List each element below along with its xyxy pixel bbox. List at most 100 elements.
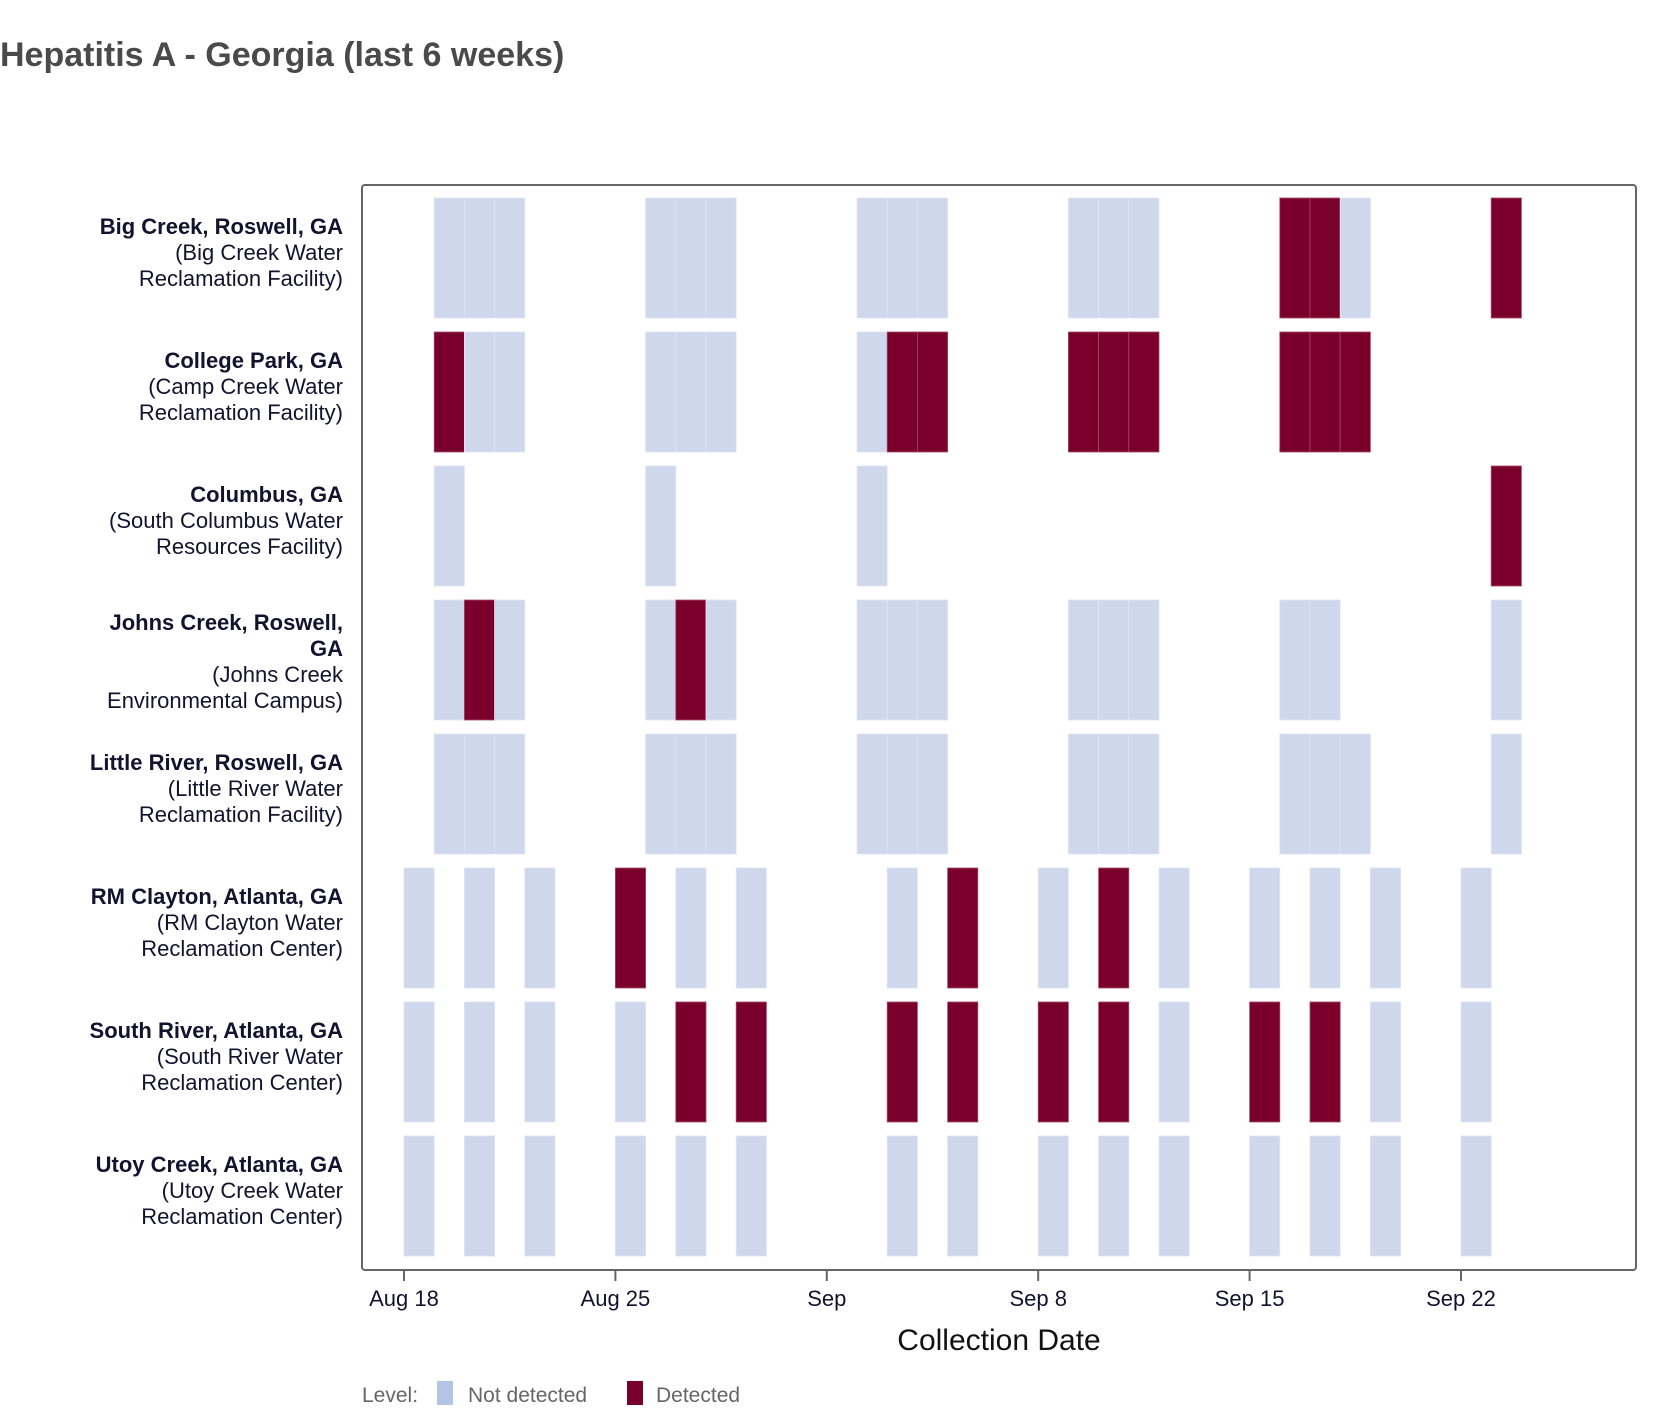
heatmap-cell: Johns Creek, Roswell, GA — Sep 11: Not d… bbox=[1128, 599, 1160, 721]
heatmap-cell: Big Creek, Roswell, GA — Sep 9: Not dete… bbox=[1068, 197, 1100, 319]
row-label-site: South River, Atlanta, GA bbox=[90, 1018, 344, 1043]
legend-title: Level: bbox=[362, 1384, 418, 1407]
heatmap-cell: College Park, GA — Sep 3: Detected bbox=[886, 331, 918, 453]
heatmap-cell: College Park, GA — Sep 16: Detected bbox=[1279, 331, 1311, 453]
heatmap-cell: Johns Creek, Roswell, GA — Sep 3: Not de… bbox=[886, 599, 918, 721]
row-label-facility: Reclamation Facility) bbox=[139, 400, 343, 425]
heatmap-cell: College Park, GA — Sep 2: Not detected bbox=[856, 331, 888, 453]
heatmap-cell: Utoy Creek, Atlanta, GA — Aug 18: Not de… bbox=[403, 1135, 435, 1257]
heatmap-cell: South River, Atlanta, GA — Aug 25: Not d… bbox=[615, 1001, 647, 1123]
heatmap-cell: South River, Atlanta, GA — Sep 19: Not d… bbox=[1370, 1001, 1402, 1123]
heatmap-cell: RM Clayton, Atlanta, GA — Sep 19: Not de… bbox=[1370, 867, 1402, 989]
heatmap-cell: RM Clayton, Atlanta, GA — Sep 5: Detecte… bbox=[947, 867, 979, 989]
heatmap-cell: Big Creek, Roswell, GA — Sep 16: Detecte… bbox=[1279, 197, 1311, 319]
heatmap-cell: South River, Atlanta, GA — Sep 10: Detec… bbox=[1098, 1001, 1130, 1123]
heatmap-cell: Johns Creek, Roswell, GA — Sep 4: Not de… bbox=[917, 599, 949, 721]
heatmap-cell: Big Creek, Roswell, GA — Sep 4: Not dete… bbox=[917, 197, 949, 319]
row-label-facility: (Little River Water bbox=[168, 776, 343, 801]
heatmap-cell: Little River, Roswell, GA — Sep 17: Not … bbox=[1309, 733, 1341, 855]
heatmap-cell: RM Clayton, Atlanta, GA — Sep 3: Not det… bbox=[886, 867, 918, 989]
heatmap-cell: RM Clayton, Atlanta, GA — Sep 8: Not det… bbox=[1037, 867, 1069, 989]
heatmap-cell: Johns Creek, Roswell, GA — Sep 9: Not de… bbox=[1068, 599, 1100, 721]
heatmap-cell: College Park, GA — Aug 27: Not detected bbox=[675, 331, 707, 453]
heatmap-cell: RM Clayton, Atlanta, GA — Sep 10: Detect… bbox=[1098, 867, 1130, 989]
heatmap-cell: RM Clayton, Atlanta, GA — Aug 27: Not de… bbox=[675, 867, 707, 989]
row-label-facility: Reclamation Center) bbox=[141, 1204, 343, 1229]
heatmap-cell: College Park, GA — Aug 28: Not detected bbox=[705, 331, 737, 453]
heatmap-cell: Johns Creek, Roswell, GA — Sep 10: Not d… bbox=[1098, 599, 1130, 721]
row-label-site: Big Creek, Roswell, GA bbox=[100, 214, 343, 239]
row-label-facility: Environmental Campus) bbox=[107, 688, 343, 713]
heatmap-cell: Little River, Roswell, GA — Aug 28: Not … bbox=[705, 733, 737, 855]
heatmap-cell: Little River, Roswell, GA — Sep 16: Not … bbox=[1279, 733, 1311, 855]
y-axis-labels: Big Creek, Roswell, GA(Big Creek WaterRe… bbox=[90, 214, 344, 1229]
heatmap-cell: Johns Creek, Roswell, GA — Sep 17: Not d… bbox=[1309, 599, 1341, 721]
heatmap-cell: South River, Atlanta, GA — Aug 18: Not d… bbox=[403, 1001, 435, 1123]
row-label-facility: Reclamation Facility) bbox=[139, 266, 343, 291]
heatmap-cell: South River, Atlanta, GA — Sep 22: Not d… bbox=[1460, 1001, 1492, 1123]
heatmap-cell: Little River, Roswell, GA — Sep 3: Not d… bbox=[886, 733, 918, 855]
heatmap-cell: College Park, GA — Aug 21: Not detected bbox=[494, 331, 526, 453]
heatmap-cell: Big Creek, Roswell, GA — Sep 18: Not det… bbox=[1339, 197, 1371, 319]
heatmap-cell: Big Creek, Roswell, GA — Sep 3: Not dete… bbox=[886, 197, 918, 319]
heatmap-cell: College Park, GA — Sep 18: Detected bbox=[1339, 331, 1371, 453]
heatmap-cell: College Park, GA — Sep 11: Detected bbox=[1128, 331, 1160, 453]
row-label-facility: Reclamation Facility) bbox=[139, 802, 343, 827]
row-label-facility: (Camp Creek Water bbox=[148, 374, 343, 399]
heatmap-cell: South River, Atlanta, GA — Sep 12: Not d… bbox=[1158, 1001, 1190, 1123]
row-label-facility: (Johns Creek bbox=[212, 662, 344, 687]
x-tick-label: Sep bbox=[807, 1286, 846, 1311]
heatmap-cell: Johns Creek, Roswell, GA — Sep 23: Not d… bbox=[1490, 599, 1522, 721]
heatmap-cell: Utoy Creek, Atlanta, GA — Aug 20: Not de… bbox=[463, 1135, 495, 1257]
heatmap-cell: South River, Atlanta, GA — Sep 3: Detect… bbox=[886, 1001, 918, 1123]
legend-swatch-detected bbox=[627, 1381, 643, 1405]
legend: Level: Not detected Detected bbox=[362, 1381, 740, 1407]
heatmap-cell: Big Creek, Roswell, GA — Sep 10: Not det… bbox=[1098, 197, 1130, 319]
heatmap-cell: Big Creek, Roswell, GA — Aug 19: Not det… bbox=[433, 197, 465, 319]
row-label-site: GA bbox=[310, 636, 343, 661]
heatmap-cell: Utoy Creek, Atlanta, GA — Sep 12: Not de… bbox=[1158, 1135, 1190, 1257]
heatmap-cell: Johns Creek, Roswell, GA — Aug 27: Detec… bbox=[675, 599, 707, 721]
row-label-facility: Resources Facility) bbox=[156, 534, 343, 559]
row-label-facility: (RM Clayton Water bbox=[157, 910, 343, 935]
heatmap-cell: Big Creek, Roswell, GA — Aug 27: Not det… bbox=[675, 197, 707, 319]
heatmap-cell: Little River, Roswell, GA — Sep 2: Not d… bbox=[856, 733, 888, 855]
heatmap-cell: South River, Atlanta, GA — Sep 8: Detect… bbox=[1037, 1001, 1069, 1123]
heatmap-cell: Big Creek, Roswell, GA — Aug 21: Not det… bbox=[494, 197, 526, 319]
heatmap-cell: Big Creek, Roswell, GA — Sep 11: Not det… bbox=[1128, 197, 1160, 319]
row-label-facility: (South Columbus Water bbox=[109, 508, 343, 533]
heatmap-cell: Johns Creek, Roswell, GA — Aug 20: Detec… bbox=[463, 599, 495, 721]
heatmap-cell: Little River, Roswell, GA — Sep 4: Not d… bbox=[917, 733, 949, 855]
heatmap-cell: RM Clayton, Atlanta, GA — Aug 25: Detect… bbox=[615, 867, 647, 989]
heatmap-cell: College Park, GA — Sep 10: Detected bbox=[1098, 331, 1130, 453]
heatmap-cell: Little River, Roswell, GA — Sep 11: Not … bbox=[1128, 733, 1160, 855]
heatmap-cell: Little River, Roswell, GA — Sep 23: Not … bbox=[1490, 733, 1522, 855]
row-label-site: Utoy Creek, Atlanta, GA bbox=[96, 1152, 343, 1177]
heatmap-cell: South River, Atlanta, GA — Aug 22: Not d… bbox=[524, 1001, 556, 1123]
x-axis: Aug 18 Aug 25 Sep Sep 8 Sep 15 Sep 22 bbox=[369, 1270, 1496, 1311]
heatmap-cell: Columbus, GA — Aug 26: Not detected bbox=[645, 465, 677, 587]
heatmap-cell: South River, Atlanta, GA — Aug 29: Detec… bbox=[735, 1001, 767, 1123]
heatmap-cell: Utoy Creek, Atlanta, GA — Sep 3: Not det… bbox=[886, 1135, 918, 1257]
heatmap-cell: Utoy Creek, Atlanta, GA — Aug 25: Not de… bbox=[615, 1135, 647, 1257]
heatmap-cell: Utoy Creek, Atlanta, GA — Aug 22: Not de… bbox=[524, 1135, 556, 1257]
heatmap-cell: Big Creek, Roswell, GA — Sep 23: Detecte… bbox=[1490, 197, 1522, 319]
heatmap-cell: Johns Creek, Roswell, GA — Aug 19: Not d… bbox=[433, 599, 465, 721]
heatmap-cell: Little River, Roswell, GA — Aug 19: Not … bbox=[433, 733, 465, 855]
x-tick-label: Sep 22 bbox=[1426, 1286, 1496, 1311]
row-label-facility: (Utoy Creek Water bbox=[162, 1178, 343, 1203]
heatmap-cell: RM Clayton, Atlanta, GA — Sep 17: Not de… bbox=[1309, 867, 1341, 989]
row-label-site: College Park, GA bbox=[164, 348, 343, 373]
heatmap-cell: Utoy Creek, Atlanta, GA — Sep 17: Not de… bbox=[1309, 1135, 1341, 1257]
heatmap-cell: Utoy Creek, Atlanta, GA — Sep 5: Not det… bbox=[947, 1135, 979, 1257]
row-label-facility: Reclamation Center) bbox=[141, 936, 343, 961]
heatmap-cell: South River, Atlanta, GA — Sep 17: Detec… bbox=[1309, 1001, 1341, 1123]
x-tick-label: Sep 8 bbox=[1009, 1286, 1067, 1311]
heatmap-cell: Little River, Roswell, GA — Aug 21: Not … bbox=[494, 733, 526, 855]
bars-layer: Big Creek, Roswell, GA — Aug 19: Not det… bbox=[403, 197, 1522, 1257]
row-label-site: Johns Creek, Roswell, bbox=[109, 610, 343, 635]
heatmap-cell: Big Creek, Roswell, GA — Aug 20: Not det… bbox=[463, 197, 495, 319]
heatmap-cell: RM Clayton, Atlanta, GA — Aug 29: Not de… bbox=[735, 867, 767, 989]
row-label-facility: Reclamation Center) bbox=[141, 1070, 343, 1095]
